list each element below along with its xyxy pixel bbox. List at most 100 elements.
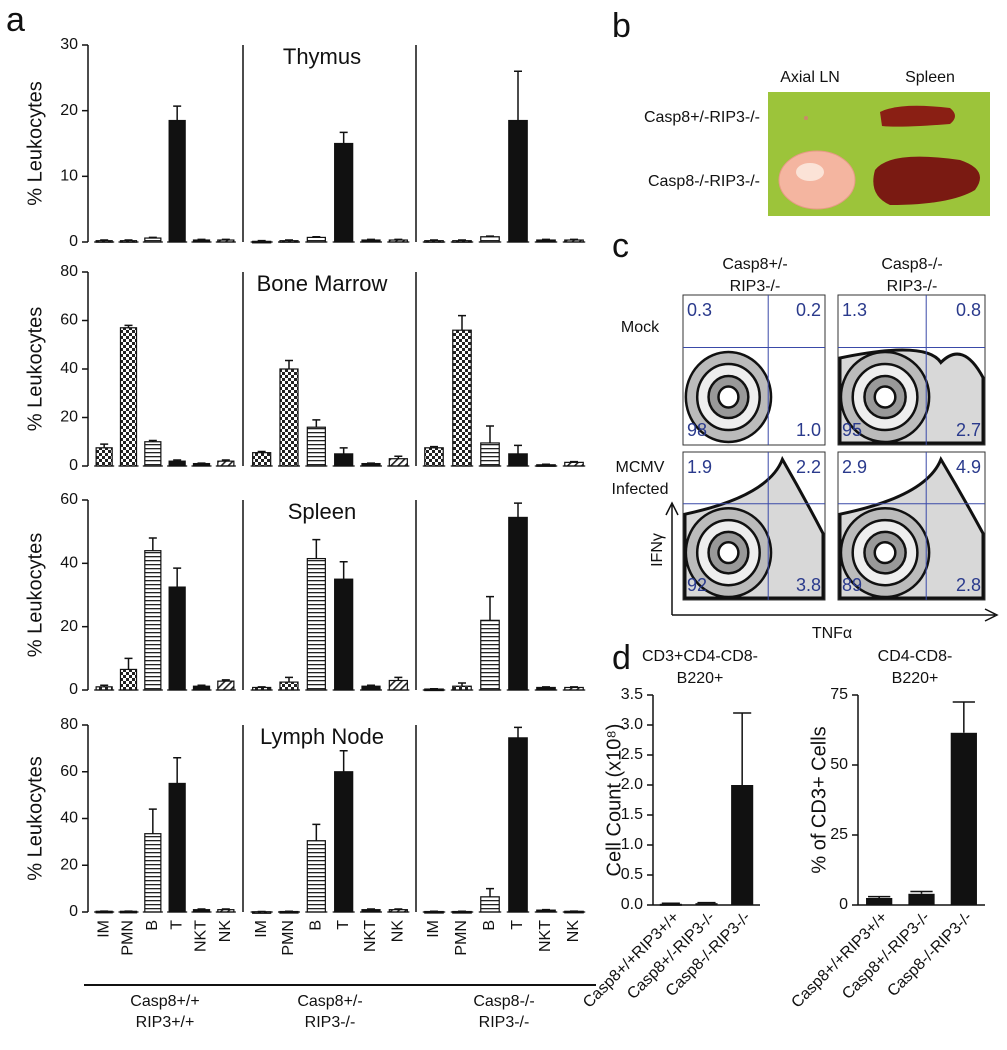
- error-bar: [367, 684, 375, 687]
- bar: [252, 452, 272, 467]
- x-axis-label: TNFα: [812, 625, 852, 642]
- group-label: RIP3+/+: [136, 1014, 195, 1031]
- x-tick-label: T: [335, 920, 352, 930]
- error-bar: [100, 684, 109, 687]
- error-bar: [394, 676, 403, 681]
- error-bar: [697, 901, 716, 904]
- error-bar: [367, 238, 375, 241]
- error-bar: [312, 538, 321, 559]
- x-tick-label: PMN: [280, 920, 297, 956]
- bar: [695, 903, 718, 906]
- group-label: Casp8+/-: [297, 993, 362, 1010]
- bar: [306, 840, 326, 913]
- error-bar: [124, 324, 133, 328]
- y-tick-label: 50: [830, 756, 848, 773]
- error-bar: [124, 657, 133, 670]
- y-tick-label: 0.5: [621, 866, 643, 883]
- error-bar: [173, 567, 182, 588]
- error-bar: [339, 749, 348, 772]
- error-bar: [339, 447, 348, 454]
- bar: [908, 893, 935, 905]
- x-tick-label: B: [144, 920, 161, 931]
- chart-title: Lymph Node: [260, 724, 384, 749]
- quadrant-value: 2.8: [956, 575, 981, 595]
- y-tick-label: 80: [60, 716, 78, 733]
- row-label: Mock: [621, 319, 660, 336]
- contour: [717, 541, 740, 565]
- error-bar: [148, 537, 157, 551]
- row-label: Infected: [612, 481, 669, 498]
- row-label: Casp8+/-RIP3-/-: [644, 109, 760, 126]
- y-tick-label: 2.5: [621, 746, 643, 763]
- error-bar: [542, 686, 550, 688]
- x-tick-label: NK: [217, 920, 234, 943]
- error-bar: [124, 239, 133, 241]
- quadrant-value: 1.9: [687, 457, 712, 477]
- panel-label: b: [612, 7, 631, 45]
- bar: [334, 453, 354, 467]
- error-bar: [173, 105, 182, 121]
- bar: [480, 896, 500, 913]
- error-bar: [570, 460, 578, 463]
- error-bar: [285, 239, 293, 241]
- y-axis-label: IFNγ: [649, 533, 666, 567]
- quadrant-value: 2.9: [842, 457, 867, 477]
- y-tick-label: 0: [69, 903, 78, 920]
- bar: [217, 460, 235, 467]
- quadrant-value: 2.2: [796, 457, 821, 477]
- column-label: Casp8+/-: [722, 256, 787, 273]
- error-bar: [394, 455, 403, 459]
- error-bar: [285, 359, 293, 369]
- contour: [873, 385, 897, 409]
- y-tick-label: 20: [60, 856, 78, 873]
- quadrant-value: 0.3: [687, 300, 712, 320]
- y-tick-label: 40: [60, 555, 78, 572]
- contour: [873, 541, 897, 565]
- group-label: RIP3-/-: [305, 1014, 356, 1031]
- column-label: RIP3-/-: [887, 278, 938, 295]
- y-tick-label: 30: [60, 36, 78, 53]
- bar: [452, 329, 472, 467]
- error-bar: [221, 679, 230, 682]
- y-tick-label: 60: [60, 312, 78, 329]
- error-bar: [367, 908, 375, 910]
- y-tick-label: 60: [60, 763, 78, 780]
- error-bar: [148, 808, 157, 834]
- lymph-node-small: [804, 116, 808, 120]
- quadrant-value: 89: [842, 575, 862, 595]
- error-bar: [312, 235, 321, 238]
- x-tick-label: IM: [95, 920, 112, 938]
- column-label: Casp8-/-: [881, 256, 942, 273]
- bar: [279, 368, 299, 467]
- quadrant-value: 95: [842, 420, 862, 440]
- bar: [950, 732, 977, 905]
- y-axis-label: % Leukocytes: [24, 307, 46, 432]
- bar: [731, 785, 754, 905]
- error-bar: [514, 70, 522, 121]
- error-bar: [514, 726, 522, 738]
- bar: [388, 679, 408, 691]
- bar: [508, 516, 528, 691]
- bar: [168, 782, 186, 913]
- error-bar: [312, 419, 321, 428]
- error-bar: [285, 676, 293, 683]
- chart-title: Bone Marrow: [257, 271, 388, 296]
- error-bar: [542, 238, 550, 241]
- y-tick-label: 10: [60, 168, 78, 185]
- error-bar: [339, 131, 348, 144]
- error-bar: [197, 908, 206, 910]
- error-bar: [394, 238, 403, 241]
- bar: [508, 119, 528, 243]
- bar: [480, 619, 500, 691]
- error-bar: [197, 684, 206, 687]
- chart-title: CD3+CD4-CD8-: [642, 648, 758, 665]
- bar: [144, 441, 162, 467]
- error-bar: [952, 701, 975, 733]
- panel-label: d: [612, 639, 631, 677]
- highlight: [796, 163, 824, 181]
- axis-arrow: [672, 608, 999, 622]
- y-tick-label: 1.0: [621, 836, 643, 853]
- x-tick-label: B: [481, 920, 498, 931]
- bar: [306, 426, 326, 467]
- error-bar: [458, 314, 466, 331]
